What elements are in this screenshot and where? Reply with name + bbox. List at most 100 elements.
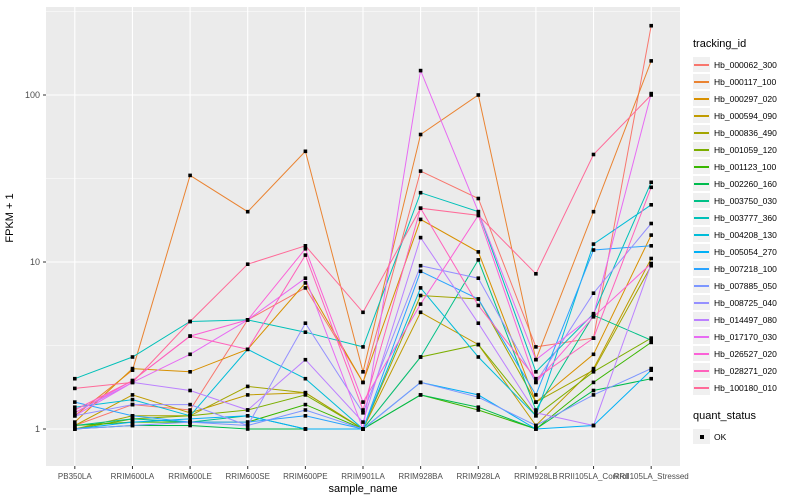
legend-items-tracking: Hb_000062_300 Hb_000117_100 Hb_000297_020 H… (693, 56, 800, 396)
data-point (73, 414, 77, 418)
legend-key-swatch (693, 295, 710, 310)
legend-line-icon (694, 183, 709, 185)
legend-line-icon (694, 64, 709, 66)
data-point (73, 400, 77, 404)
legend-item-Hb_001123_100: Hb_001123_100 (693, 158, 800, 175)
legend-title-tracking: tracking_id (693, 38, 747, 50)
legend-item-Hb_000062_300: Hb_000062_300 (693, 56, 800, 73)
data-point (649, 203, 653, 207)
data-point (130, 393, 135, 397)
legend-line-icon (694, 370, 709, 372)
data-point (534, 427, 538, 431)
data-point (418, 217, 423, 222)
data-point (418, 169, 423, 173)
data-point (591, 380, 596, 385)
data-point (534, 370, 538, 374)
data-point (476, 276, 481, 280)
data-point (591, 336, 596, 340)
legend-key-swatch (693, 125, 710, 140)
data-point (418, 286, 423, 290)
legend-line-icon (694, 336, 709, 338)
data-point (476, 297, 481, 301)
data-point (649, 180, 653, 185)
legend-title-quant: quant_status (693, 410, 756, 422)
legend-item-Hb_007218_100: Hb_007218_100 (693, 260, 800, 277)
data-point (303, 321, 308, 325)
data-point (649, 221, 653, 226)
data-point (188, 423, 192, 428)
data-point (418, 380, 423, 385)
data-point (591, 423, 596, 428)
legend-key-swatch (693, 210, 710, 225)
legend-item-Hb_007885_050: Hb_007885_050 (693, 277, 800, 294)
data-point (303, 402, 308, 407)
data-point (188, 334, 192, 338)
data-point (534, 408, 538, 412)
data-point (73, 386, 77, 391)
data-point (418, 393, 423, 397)
data-point (303, 286, 308, 290)
data-point (534, 345, 538, 349)
data-point (418, 190, 423, 195)
legend-item-label: Hb_017170_030 (714, 331, 777, 342)
data-point (188, 319, 192, 324)
data-point (591, 388, 596, 393)
black-square-point-icon (699, 434, 704, 439)
data-point (303, 253, 308, 257)
data-point (591, 152, 596, 157)
legend-item-label: Hb_005054_270 (714, 246, 777, 257)
data-point (534, 272, 538, 276)
data-point (361, 427, 365, 431)
legend: tracking_id Hb_000062_300 Hb_000117_100 Hb… (693, 34, 800, 445)
legend-line-icon (694, 132, 709, 134)
data-point (534, 400, 538, 404)
data-point (649, 366, 653, 371)
data-point (476, 342, 481, 347)
legend-key-swatch (693, 176, 710, 191)
legend-line-icon (694, 302, 709, 304)
x-axis-title: sample_name (328, 483, 397, 495)
data-point (649, 376, 653, 381)
legend-item-label: Hb_007885_050 (714, 280, 777, 291)
data-point (245, 420, 250, 424)
data-point (418, 132, 423, 137)
data-point (591, 242, 596, 246)
data-point (476, 321, 481, 325)
legend-item-Hb_005054_270: Hb_005054_270 (693, 243, 800, 260)
data-point (476, 209, 481, 214)
legend-line-icon (694, 115, 709, 117)
data-point (130, 366, 135, 371)
data-point (303, 393, 308, 397)
y-tick-label: 100 (25, 90, 40, 100)
data-point (591, 248, 596, 252)
x-tick-label: RRIM600SE (225, 472, 269, 481)
legend-item-Hb_017170_030: Hb_017170_030 (693, 328, 800, 345)
data-point (476, 408, 481, 412)
data-point (361, 420, 365, 424)
legend-item-Hb_001059_120: Hb_001059_120 (693, 141, 800, 158)
legend-line-icon (694, 234, 709, 236)
data-point (534, 423, 538, 428)
data-point (361, 400, 365, 404)
data-point (303, 149, 308, 154)
data-point (303, 276, 308, 280)
legend-item-Hb_026527_020: Hb_026527_020 (693, 345, 800, 362)
y-tick-label: 10 (30, 257, 40, 267)
y-tick-label: 1 (35, 424, 40, 434)
data-point (245, 209, 250, 214)
data-point (418, 293, 423, 298)
legend-item-label: Hb_014497_080 (714, 314, 777, 325)
data-point (303, 390, 308, 395)
x-tick-label: RRIM928BA (398, 472, 443, 481)
data-point (649, 256, 653, 261)
legend-key-swatch (693, 261, 710, 276)
legend-item-Hb_000594_090: Hb_000594_090 (693, 107, 800, 124)
data-point (591, 393, 596, 397)
legend-item-Hb_028271_020: Hb_028271_020 (693, 362, 800, 379)
data-point (418, 235, 423, 240)
data-point (649, 244, 653, 248)
x-tick-label: RRIM901LA (341, 472, 385, 481)
data-point (188, 370, 192, 374)
data-point (361, 310, 365, 315)
data-point (303, 408, 308, 412)
